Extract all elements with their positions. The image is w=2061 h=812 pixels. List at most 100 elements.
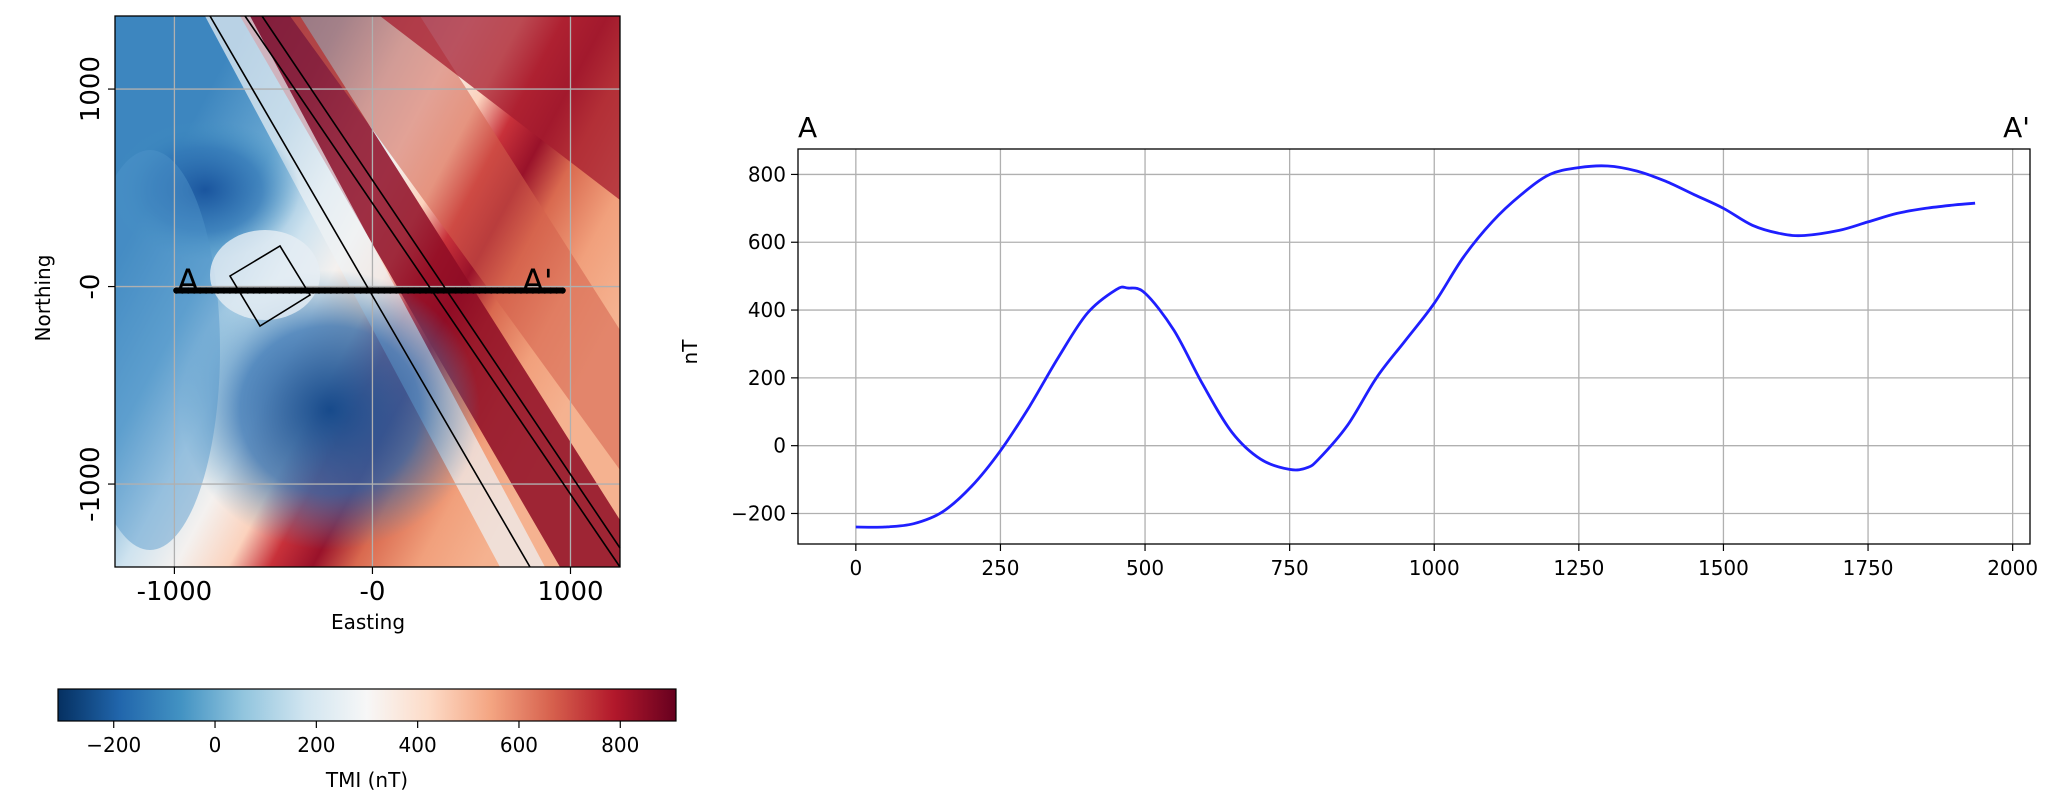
profile-x-tick-label: 750 bbox=[1271, 556, 1309, 580]
colorbar-label: TMI (nT) bbox=[325, 768, 408, 792]
profile-station bbox=[488, 287, 495, 294]
map-x-tick-label: -1000 bbox=[137, 577, 213, 607]
profile-x-tick-label: 500 bbox=[1126, 556, 1164, 580]
colorbar-tick-label: 600 bbox=[500, 733, 538, 757]
colorbar-ticks: −200 0 200 400 600 800 bbox=[86, 721, 639, 757]
profile-station bbox=[494, 287, 501, 294]
profile-station bbox=[547, 287, 554, 294]
profile-station bbox=[327, 287, 335, 294]
colorbar-tick-label: 800 bbox=[601, 733, 639, 757]
profile-station bbox=[505, 287, 513, 294]
profile-station bbox=[381, 287, 388, 294]
profile-station bbox=[244, 287, 251, 294]
profile-station bbox=[464, 287, 471, 294]
map-panel: -1000 -0 1000 1000 -0 -1000 Easting Northing… bbox=[31, 15, 621, 634]
profile-station bbox=[274, 287, 281, 294]
profile-station bbox=[511, 287, 519, 294]
profile-station bbox=[220, 287, 228, 294]
profile-station bbox=[333, 287, 341, 294]
profile-end-label: A' bbox=[522, 262, 553, 300]
colorbar: −200 0 200 400 600 800 TMI (nT) bbox=[57, 688, 677, 792]
profile-station bbox=[458, 287, 465, 294]
profile-station bbox=[523, 287, 531, 294]
profile-station bbox=[297, 287, 305, 294]
profile-station bbox=[434, 287, 442, 294]
profile-x-tick-label: 2000 bbox=[1987, 556, 2038, 580]
profile-station bbox=[422, 287, 430, 294]
profile-line bbox=[173, 287, 566, 294]
profile-station bbox=[226, 287, 234, 294]
profile-station bbox=[339, 287, 346, 294]
profile-station bbox=[250, 287, 257, 294]
profile-station bbox=[553, 287, 560, 294]
profile-station bbox=[517, 287, 525, 294]
profile-x-ticks: 0 250 500 750 1000 1250 1500 1750 2000 bbox=[849, 544, 2038, 580]
map-x-ticks: -1000 -0 1000 bbox=[137, 567, 604, 607]
profile-station bbox=[208, 287, 216, 294]
profile-station bbox=[292, 287, 299, 294]
profile-station bbox=[345, 287, 352, 294]
profile-station bbox=[375, 287, 382, 294]
profile-x-tick-label: 1500 bbox=[1698, 556, 1749, 580]
profile-y-tick-label: 0 bbox=[773, 434, 786, 458]
profile-station bbox=[404, 287, 412, 294]
colorbar-tick-label: −200 bbox=[86, 733, 141, 757]
profile-station bbox=[321, 287, 329, 294]
profile-station bbox=[428, 287, 436, 294]
profile-station bbox=[268, 287, 275, 294]
profile-station bbox=[482, 287, 489, 294]
profile-station bbox=[179, 287, 186, 294]
colorbar-gradient bbox=[57, 688, 677, 722]
profile-x-tick-label: 0 bbox=[849, 556, 862, 580]
profile-station bbox=[363, 287, 370, 294]
profile-station bbox=[393, 287, 400, 294]
profile-station bbox=[214, 287, 222, 294]
map-x-label: Easting bbox=[331, 610, 405, 634]
profile-station bbox=[452, 287, 459, 294]
profile-x-tick-label: 1250 bbox=[1553, 556, 1604, 580]
profile-station bbox=[303, 287, 311, 294]
profile-y-tick-label: 400 bbox=[748, 298, 786, 322]
profile-title-left: A bbox=[798, 111, 817, 144]
profile-station bbox=[398, 287, 406, 294]
profile-y-label: nT bbox=[678, 339, 702, 365]
profile-station bbox=[476, 287, 483, 294]
profile-station bbox=[309, 287, 317, 294]
profile-series-line bbox=[855, 164, 1976, 529]
profile-station bbox=[535, 287, 543, 294]
profile-frame bbox=[797, 148, 2031, 545]
profile-station bbox=[416, 287, 424, 294]
profile-station bbox=[357, 287, 364, 294]
profile-y-tick-label: −200 bbox=[731, 501, 786, 525]
profile-y-tick-label: 800 bbox=[748, 162, 786, 186]
profile-grid bbox=[798, 149, 2030, 544]
profile-station bbox=[232, 287, 240, 294]
profile-station bbox=[191, 287, 198, 294]
profile-station bbox=[470, 287, 477, 294]
map-y-label: Northing bbox=[31, 255, 55, 342]
profile-station bbox=[315, 287, 323, 294]
colorbar-tick-label: 400 bbox=[399, 733, 437, 757]
profile-station bbox=[286, 287, 293, 294]
profile-title-right: A' bbox=[2003, 111, 2030, 144]
profile-station bbox=[351, 287, 358, 294]
map-x-tick-label: -0 bbox=[359, 577, 385, 607]
profile-station bbox=[410, 287, 418, 294]
profile-station bbox=[529, 287, 537, 294]
colorbar-tick-label: 0 bbox=[209, 733, 222, 757]
profile-y-tick-label: 200 bbox=[748, 366, 786, 390]
profile-station bbox=[238, 287, 245, 294]
block-outline bbox=[228, 244, 312, 328]
profile-x-tick-label: 1000 bbox=[1409, 556, 1460, 580]
profile-station bbox=[196, 287, 204, 294]
profile-start-label: A bbox=[177, 262, 199, 300]
profile-station bbox=[541, 287, 548, 294]
map-y-tick-label: -0 bbox=[76, 274, 106, 300]
profile-station bbox=[173, 287, 180, 294]
profile-x-tick-label: 250 bbox=[981, 556, 1019, 580]
map-y-ticks: 1000 -0 -1000 bbox=[76, 56, 115, 522]
map-y-tick-label: -1000 bbox=[76, 446, 106, 522]
profile-station bbox=[559, 287, 566, 294]
map-y-tick-label: 1000 bbox=[76, 56, 106, 122]
